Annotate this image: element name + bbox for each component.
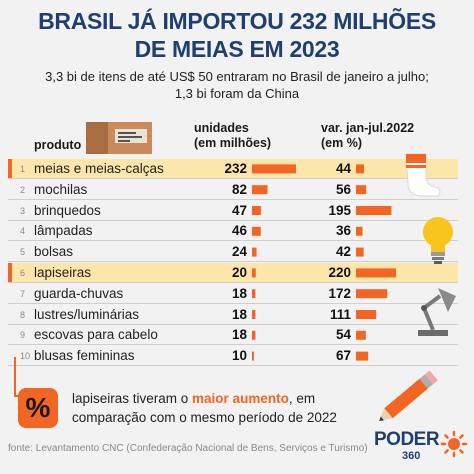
units-value-label: 82: [231, 181, 247, 197]
change-value-label: 44: [335, 161, 351, 176]
row-product-label: lapiseiras: [34, 265, 92, 280]
subtitle-line-1: 3,3 bi de itens de até US$ 50 entraram n…: [45, 69, 429, 84]
row-rank: 5: [20, 247, 26, 258]
row-product-label: lustres/luminárias: [34, 306, 140, 322]
table-row: 10 blusas femininas: [8, 346, 458, 367]
row-highlight-marker: [8, 263, 12, 282]
row-product-label: mochilas: [34, 181, 88, 197]
note-line-2: comparação com o mesmo período de 2022: [72, 410, 337, 425]
units-value-label: 24: [231, 244, 247, 260]
row-rank: 4: [20, 226, 26, 237]
row-rank: 6: [20, 268, 26, 278]
row-product-label: escovas para cabelo: [34, 327, 158, 343]
units-value-label: 18: [231, 327, 247, 343]
change-value-label: 54: [335, 327, 351, 343]
note-line-1: lapiseiras tiveram o maior aumento, em: [72, 391, 316, 406]
pencil-icon: [379, 370, 438, 421]
table-row: 3 brinquedos: [8, 201, 458, 221]
row-rank: 10: [20, 351, 31, 362]
units-value-label: 20: [231, 265, 247, 280]
row-product-label: blusas femininas: [34, 348, 135, 364]
col-head-change-2: (em %): [321, 136, 362, 150]
row-highlight-marker: [8, 159, 12, 178]
change-value-label: 42: [335, 244, 351, 260]
change-value-label: 195: [328, 202, 351, 218]
row-rank: 3: [20, 205, 26, 216]
table-row: 4 lâmpadas: [8, 221, 458, 242]
table-row: 7 guarda-chuvas: [8, 284, 458, 304]
units-value-label: 46: [231, 223, 247, 239]
logo-number: 360: [402, 450, 421, 462]
table-row: 1 meias e meias-calças: [8, 159, 458, 179]
logo-name: PODER: [374, 429, 440, 450]
change-value-label: 172: [328, 285, 351, 301]
units-value-label: 232: [224, 161, 247, 176]
callout-connector: [14, 357, 16, 397]
row-product-label: lâmpadas: [34, 223, 93, 239]
sock-icon: [405, 153, 441, 197]
subtitle-line-2: 1,3 bi foram da China: [174, 86, 300, 101]
row-product-label: bolsas: [34, 244, 74, 260]
callout-connector-horizontal: [14, 395, 20, 397]
row-product-label: meias e meias-calças: [34, 161, 164, 176]
lightbulb-icon: [423, 217, 453, 264]
table-row: 9 escovas para cabelo: [8, 325, 458, 346]
change-value-label: 67: [335, 348, 351, 364]
row-rank: 1: [20, 164, 26, 174]
row-rank: 2: [20, 184, 26, 195]
table-row: 8 lustres/luminárias: [8, 305, 458, 325]
title-line-2: DE MEIAS EM 2023: [134, 36, 340, 62]
units-value-label: 10: [231, 348, 247, 364]
row-rank: 8: [20, 309, 26, 320]
row-rank: 7: [20, 288, 26, 299]
desk-lamp-icon: [418, 288, 456, 336]
units-value-label: 47: [231, 202, 247, 218]
title-line-1: BRASIL JÁ IMPORTOU 232 MILHÕES: [38, 8, 436, 34]
change-value-label: 36: [335, 223, 351, 239]
change-value-label: 56: [335, 181, 351, 197]
units-value-label: 18: [231, 285, 247, 301]
units-value-label: 18: [231, 306, 247, 322]
col-head-product: produto: [34, 138, 82, 152]
table-row: 2 mochilas: [8, 180, 458, 200]
row-product-label: guarda-chuvas: [34, 285, 124, 301]
change-value-label: 111: [329, 306, 351, 322]
box-icon: [86, 122, 152, 154]
percent-badge: %: [18, 388, 58, 428]
row-rank: 9: [20, 330, 26, 341]
change-value-label: 220: [328, 265, 351, 280]
source-text: fonte: Levantamento CNC (Confederação Na…: [8, 443, 368, 454]
row-product-label: brinquedos: [34, 202, 101, 218]
col-head-units-1: unidades: [194, 121, 249, 135]
col-head-change-1: var. jan-jul.2022: [321, 121, 415, 135]
sun-logo-icon: [440, 430, 468, 458]
table-row: 5 bolsas: [8, 242, 458, 263]
poder360-logo: PODER 360: [374, 429, 440, 463]
col-head-units-2: (em milhões): [194, 136, 272, 150]
table-row: 6 lapiseiras: [8, 263, 458, 283]
